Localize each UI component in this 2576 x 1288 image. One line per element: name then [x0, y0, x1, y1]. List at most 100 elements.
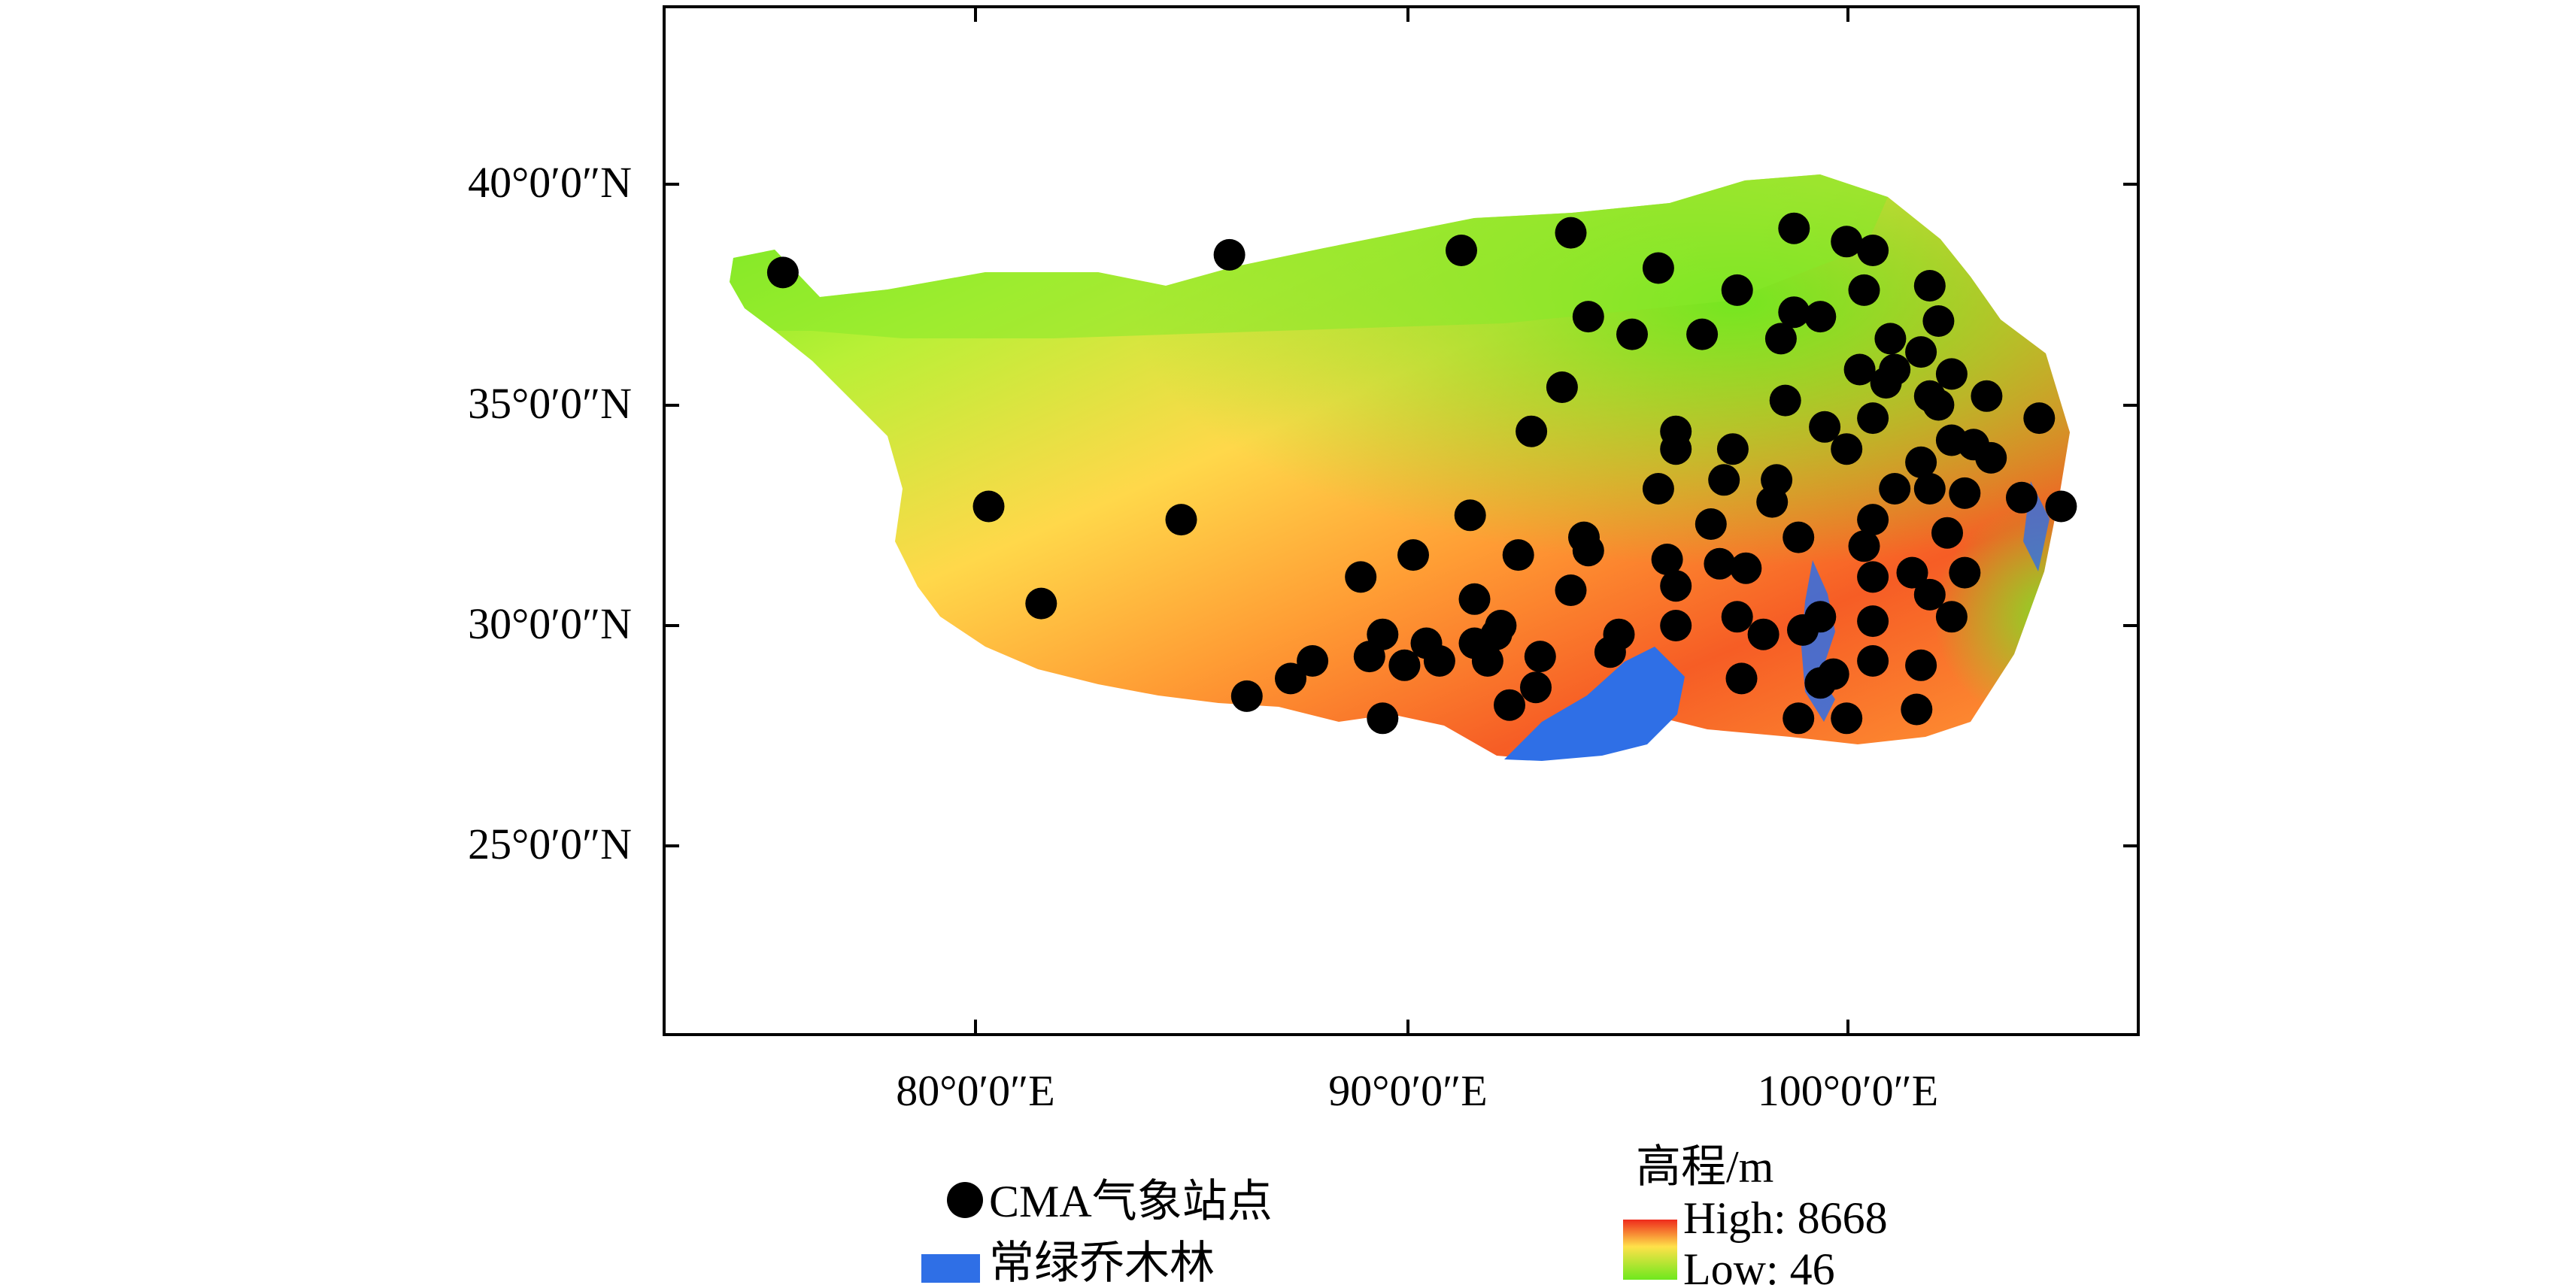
station-marker-9 [1848, 274, 1880, 306]
station-marker-50 [1165, 504, 1197, 536]
legend-low-label: Low: 46 [1683, 1244, 1835, 1288]
station-marker-92 [1297, 645, 1329, 677]
station-marker-85 [1747, 618, 1780, 650]
station-marker-67 [1857, 561, 1889, 593]
y-label-25n: 25°0′0″N [468, 820, 632, 868]
station-marker-16 [1686, 318, 1719, 350]
station-marker-34 [1831, 433, 1863, 465]
station-marker-78 [1660, 610, 1692, 641]
station-marker-104 [1783, 702, 1815, 735]
y-label-30n: 30°0′0″N [468, 599, 632, 648]
station-marker-55 [1857, 504, 1889, 536]
station-marker-89 [1471, 645, 1503, 677]
station-marker-45 [1913, 473, 1946, 505]
station-marker-96 [1725, 662, 1758, 695]
station-marker-70 [1660, 570, 1692, 602]
station-marker-5 [1778, 212, 1810, 244]
station-marker-14 [1572, 301, 1604, 333]
station-marker-41 [1642, 473, 1674, 505]
station-marker-90 [1524, 641, 1556, 673]
station-marker-101 [1230, 680, 1263, 712]
station-marker-47 [2006, 481, 2037, 514]
station-marker-42 [1708, 464, 1740, 496]
station-marker-6 [1831, 226, 1863, 258]
station-marker-66 [1949, 556, 1981, 589]
station-marker-91 [1594, 636, 1626, 668]
legend-forest-swatch [921, 1254, 980, 1283]
legend-left: CMA气象站点 常绿乔木林 [921, 1177, 1273, 1288]
x-label-90e: 90°0′0″E [1328, 1066, 1487, 1115]
station-marker-3 [1555, 217, 1587, 249]
station-marker-54 [1756, 486, 1789, 518]
station-marker-63 [1730, 552, 1762, 584]
station-marker-15 [1616, 318, 1648, 350]
legend-station-symbol [947, 1182, 983, 1218]
station-marker-71 [1458, 583, 1491, 615]
legend-elevation: 高程/m High: 8668 Low: 46 [1623, 1142, 1888, 1288]
station-markers [766, 212, 2077, 735]
station-marker-72 [1913, 578, 1946, 611]
station-marker-7 [1857, 235, 1889, 266]
station-marker-64 [1848, 530, 1880, 562]
station-marker-29 [1857, 402, 1889, 435]
legend-elevation-ramp [1623, 1220, 1677, 1280]
station-marker-11 [1778, 296, 1810, 329]
legend-elevation-title: 高程/m [1636, 1142, 1773, 1192]
station-marker-21 [1935, 358, 1968, 390]
station-marker-83 [1485, 610, 1517, 641]
station-marker-23 [1870, 367, 1902, 399]
station-marker-73 [1025, 587, 1057, 620]
station-marker-8 [1913, 270, 1946, 302]
station-marker-105 [1831, 702, 1863, 735]
station-marker-93 [1388, 649, 1421, 681]
station-marker-25 [1546, 371, 1578, 403]
forest-area-south [1504, 647, 1685, 761]
station-marker-58 [1397, 539, 1429, 571]
station-marker-100 [1905, 649, 1937, 681]
station-marker-61 [1651, 544, 1683, 575]
station-marker-44 [1879, 473, 1911, 505]
y-label-40n: 40°0′0″N [468, 158, 632, 207]
station-marker-10 [1721, 274, 1753, 306]
station-marker-19 [1905, 336, 1937, 368]
station-marker-4 [1642, 252, 1674, 284]
station-marker-22 [1843, 353, 1876, 386]
station-marker-53 [1695, 508, 1727, 540]
station-marker-33 [1809, 411, 1841, 443]
station-marker-48 [2045, 490, 2077, 523]
legend-station-label: CMA气象站点 [989, 1177, 1273, 1226]
station-marker-97 [1817, 658, 1849, 690]
station-marker-59 [1502, 539, 1534, 571]
station-marker-26 [1769, 384, 1801, 417]
station-marker-17 [1764, 323, 1797, 355]
station-marker-39 [1905, 446, 1937, 478]
station-marker-102 [1494, 689, 1525, 721]
station-marker-30 [1922, 389, 1955, 421]
x-label-100e: 100°0′0″E [1758, 1066, 1938, 1115]
station-marker-74 [1721, 601, 1753, 633]
station-marker-38 [1660, 433, 1692, 465]
y-label-35n: 35°0′0″N [468, 379, 632, 428]
station-marker-1 [1213, 238, 1246, 271]
station-marker-77 [1935, 601, 1968, 633]
station-marker-31 [1516, 415, 1548, 447]
station-marker-49 [972, 490, 1005, 523]
station-marker-99 [1857, 645, 1889, 677]
station-marker-37 [1716, 433, 1749, 465]
station-marker-13 [1922, 305, 1955, 337]
station-marker-27 [1971, 380, 2003, 412]
station-marker-103 [1367, 702, 1399, 735]
station-marker-95 [1275, 662, 1306, 695]
station-marker-2 [1446, 235, 1477, 266]
station-marker-88 [1423, 645, 1455, 677]
station-marker-57 [1783, 521, 1815, 553]
y-axis-ticks [664, 183, 2138, 847]
station-marker-0 [766, 256, 799, 289]
x-label-80e: 80°0′0″E [896, 1066, 1054, 1115]
station-marker-98 [1520, 671, 1552, 704]
station-marker-62 [1704, 547, 1736, 580]
station-marker-86 [1787, 614, 1819, 646]
station-marker-76 [1857, 605, 1889, 638]
station-marker-69 [1555, 574, 1587, 606]
